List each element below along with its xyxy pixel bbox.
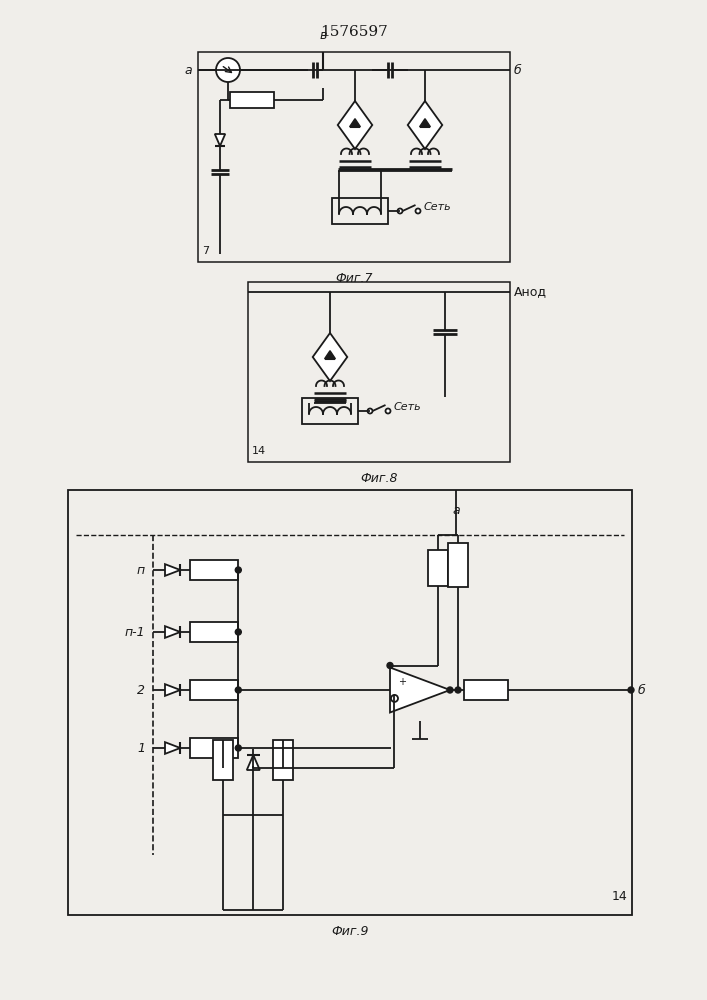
Circle shape [235, 745, 241, 751]
Text: 1: 1 [137, 742, 145, 754]
Polygon shape [419, 119, 431, 127]
Text: п: п [137, 564, 145, 576]
Text: +: + [398, 677, 406, 687]
Bar [190, 622, 238, 642]
Circle shape [628, 687, 634, 693]
Polygon shape [312, 333, 347, 381]
Polygon shape [338, 101, 373, 149]
Polygon shape [165, 684, 180, 696]
Circle shape [235, 567, 241, 573]
Circle shape [385, 408, 390, 414]
Text: Фиг.9: Фиг.9 [332, 925, 369, 938]
Bar [214, 740, 233, 780]
Text: 2: 2 [137, 684, 145, 696]
Text: б: б [514, 64, 522, 77]
Text: Сеть: Сеть [424, 202, 452, 212]
Text: Сеть: Сеть [394, 402, 421, 412]
Bar [302, 398, 358, 424]
Text: Фиг.7: Фиг.7 [335, 272, 373, 285]
Bar [248, 282, 510, 462]
Bar [274, 740, 293, 780]
Bar [68, 490, 632, 915]
Circle shape [455, 687, 461, 693]
Text: Фиг.8: Фиг.8 [361, 472, 398, 485]
Bar [190, 560, 238, 580]
Text: Анод: Анод [514, 286, 547, 298]
Bar [230, 92, 274, 108]
Bar [332, 198, 388, 224]
Circle shape [397, 209, 402, 214]
Bar [190, 738, 238, 758]
Polygon shape [349, 119, 361, 127]
Bar [428, 550, 448, 586]
Polygon shape [165, 564, 180, 576]
Circle shape [416, 209, 421, 214]
Circle shape [235, 629, 241, 635]
Polygon shape [325, 351, 335, 359]
Text: 7: 7 [202, 246, 209, 256]
Bar [190, 680, 238, 700]
Circle shape [447, 687, 453, 693]
Bar [464, 680, 508, 700]
Polygon shape [247, 755, 259, 770]
Text: в: в [320, 29, 327, 42]
Text: 1576597: 1576597 [320, 25, 388, 39]
Text: а: а [185, 64, 192, 77]
Circle shape [368, 408, 373, 414]
Polygon shape [165, 626, 180, 638]
Bar [448, 543, 468, 587]
Polygon shape [165, 742, 180, 754]
Text: б: б [638, 684, 645, 696]
Polygon shape [215, 134, 226, 146]
Text: 14: 14 [612, 890, 628, 903]
Polygon shape [408, 101, 443, 149]
Polygon shape [390, 668, 450, 712]
Text: а: а [452, 504, 460, 516]
Text: 14: 14 [252, 446, 266, 456]
Circle shape [216, 58, 240, 82]
Circle shape [235, 687, 241, 693]
Bar [198, 52, 510, 262]
Circle shape [387, 662, 393, 668]
Circle shape [391, 695, 398, 702]
Text: п-1: п-1 [124, 626, 145, 639]
